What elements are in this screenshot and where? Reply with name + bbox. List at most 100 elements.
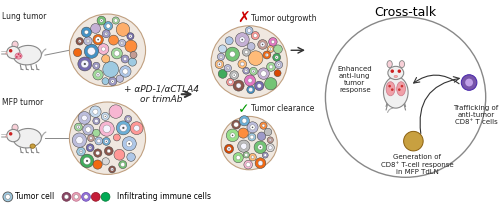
Circle shape: [218, 45, 226, 53]
Circle shape: [252, 32, 260, 40]
Circle shape: [84, 195, 88, 199]
Circle shape: [267, 46, 274, 52]
Circle shape: [234, 122, 238, 127]
Circle shape: [124, 57, 127, 61]
Circle shape: [9, 132, 13, 136]
Circle shape: [112, 81, 113, 82]
Circle shape: [278, 64, 280, 65]
Circle shape: [220, 56, 222, 57]
Circle shape: [227, 147, 232, 151]
Circle shape: [122, 69, 128, 74]
Circle shape: [215, 60, 224, 69]
Circle shape: [277, 63, 280, 67]
Circle shape: [103, 61, 118, 77]
Circle shape: [16, 56, 18, 58]
Circle shape: [128, 143, 130, 145]
Circle shape: [9, 49, 13, 52]
Circle shape: [97, 16, 106, 25]
Circle shape: [86, 39, 90, 43]
Circle shape: [84, 157, 90, 164]
Circle shape: [90, 106, 101, 117]
Circle shape: [255, 158, 266, 168]
Circle shape: [264, 154, 266, 157]
Circle shape: [112, 17, 120, 24]
Circle shape: [267, 137, 274, 143]
Circle shape: [80, 154, 94, 168]
Circle shape: [218, 69, 227, 78]
Circle shape: [248, 88, 253, 92]
Circle shape: [230, 71, 238, 79]
Circle shape: [94, 119, 98, 123]
Circle shape: [72, 192, 80, 201]
Circle shape: [125, 40, 137, 52]
Circle shape: [228, 80, 232, 84]
Circle shape: [92, 62, 100, 69]
Circle shape: [120, 162, 125, 167]
Text: Enhanced
anti-lung
tumor
response: Enhanced anti-lung tumor response: [338, 66, 372, 93]
Circle shape: [260, 147, 261, 148]
Circle shape: [5, 135, 8, 138]
Circle shape: [107, 149, 110, 153]
Ellipse shape: [6, 46, 20, 59]
Circle shape: [264, 78, 277, 90]
Circle shape: [262, 44, 264, 45]
Circle shape: [326, 17, 486, 177]
Circle shape: [101, 20, 102, 21]
Circle shape: [404, 131, 423, 151]
Circle shape: [84, 44, 98, 58]
Circle shape: [88, 135, 94, 141]
Circle shape: [276, 57, 277, 58]
Circle shape: [114, 134, 120, 141]
Circle shape: [120, 66, 131, 77]
Circle shape: [228, 148, 230, 149]
Circle shape: [272, 40, 274, 43]
Circle shape: [274, 70, 281, 77]
Circle shape: [134, 125, 140, 131]
Circle shape: [106, 24, 110, 28]
Circle shape: [240, 143, 247, 149]
Ellipse shape: [386, 82, 395, 96]
Circle shape: [230, 133, 235, 138]
Ellipse shape: [70, 102, 146, 175]
Circle shape: [18, 53, 20, 55]
Ellipse shape: [211, 26, 288, 98]
Circle shape: [103, 125, 110, 133]
Circle shape: [104, 22, 112, 31]
Circle shape: [95, 137, 102, 145]
Circle shape: [78, 57, 92, 71]
Circle shape: [258, 132, 266, 140]
Circle shape: [238, 60, 246, 68]
Circle shape: [96, 37, 101, 42]
Circle shape: [462, 75, 477, 90]
Circle shape: [106, 141, 107, 142]
Circle shape: [250, 67, 258, 75]
Circle shape: [242, 119, 246, 123]
FancyArrowPatch shape: [388, 108, 393, 112]
Circle shape: [5, 52, 8, 54]
Circle shape: [226, 67, 230, 70]
Circle shape: [248, 78, 252, 83]
Circle shape: [121, 55, 129, 63]
Circle shape: [116, 121, 130, 135]
Circle shape: [262, 152, 268, 158]
Circle shape: [465, 79, 473, 86]
Ellipse shape: [14, 129, 42, 148]
Circle shape: [254, 141, 266, 154]
Circle shape: [93, 34, 104, 45]
Circle shape: [108, 166, 116, 173]
Circle shape: [400, 85, 404, 87]
Circle shape: [96, 151, 100, 155]
Text: + αPD-1/αCTLA4
or trimAb: + αPD-1/αCTLA4 or trimAb: [124, 84, 198, 104]
Circle shape: [218, 64, 220, 65]
Circle shape: [266, 144, 274, 152]
Text: ✗: ✗: [237, 10, 250, 25]
Circle shape: [233, 80, 244, 91]
Text: MFP tumor: MFP tumor: [2, 98, 43, 107]
Circle shape: [111, 80, 114, 83]
Circle shape: [20, 55, 21, 57]
Circle shape: [238, 128, 248, 138]
Circle shape: [104, 115, 107, 118]
Circle shape: [118, 161, 127, 169]
Circle shape: [102, 138, 110, 145]
Ellipse shape: [400, 61, 404, 68]
